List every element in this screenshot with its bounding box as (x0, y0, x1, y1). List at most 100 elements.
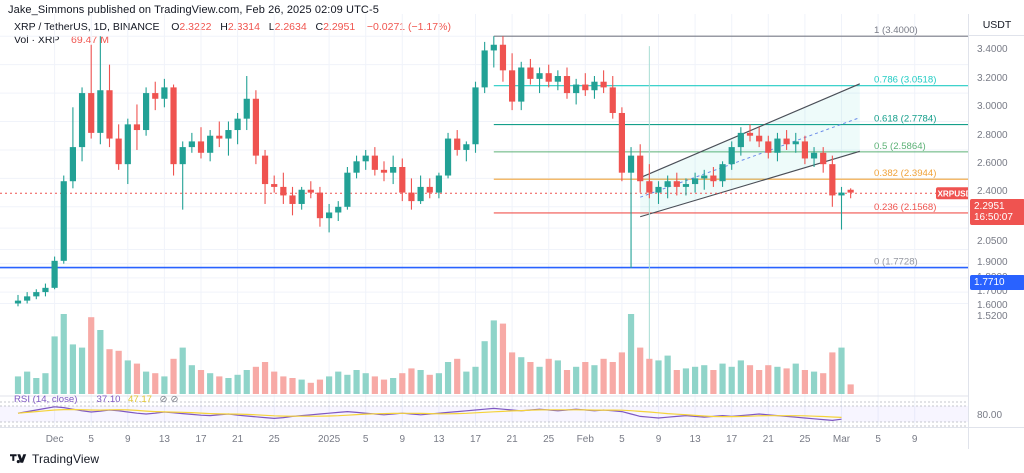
price-axis-tick: 2.0500 (977, 236, 1008, 248)
candle-body (344, 172, 351, 207)
volume-bar (133, 363, 141, 394)
volume-bar (499, 323, 507, 394)
volume-bar (563, 370, 571, 394)
volume-bar (509, 352, 516, 394)
volume-bar (783, 368, 790, 394)
fib-level-label: 0.786 (3.0518) (874, 75, 936, 86)
axis-corner-divider (968, 427, 969, 449)
candle-body (838, 192, 845, 196)
rsi-settings-icon[interactable]: ⊘ (160, 394, 168, 405)
price-axis-unit: USDT (969, 14, 1024, 36)
candle-body (179, 147, 186, 165)
volume-bar (33, 378, 40, 394)
volume-bar (289, 378, 296, 394)
volume-bar (435, 373, 442, 394)
candle-body (719, 164, 726, 182)
volume-bar (646, 358, 653, 394)
volume-bar (271, 371, 278, 394)
legend-symbol[interactable]: XRP / TetherUS, 1D, BINANCE (14, 21, 160, 33)
candle-body (133, 124, 141, 131)
volume-bar (454, 358, 461, 394)
date-axis-tick: 17 (195, 434, 207, 445)
candle-body (472, 87, 479, 145)
candle-body (463, 144, 470, 150)
candle-body (692, 178, 699, 185)
legend-high-value: 2.3314 (227, 21, 260, 33)
price-axis-tick: 1.9000 (977, 257, 1008, 269)
date-axis[interactable]: Dec 5 9 13 17 21 25 2025 5 9 13 17 21 25 Feb 5 9 13 17 21 25… (0, 427, 1024, 449)
candle-body (609, 87, 616, 113)
date-axis-tick: 17 (469, 434, 482, 445)
legend-low-key: L (268, 21, 275, 33)
symbol-price-tag: XRPUSDT (936, 187, 978, 200)
volume-bar (847, 384, 854, 394)
date-axis-tick: Dec (45, 434, 64, 445)
date-axis-tick: 9 (655, 434, 662, 445)
symbol-price-tag-label: XRPUSDT (937, 189, 976, 198)
candle-body (207, 135, 214, 153)
current-price-tag-time: 16:50:07 (974, 212, 1013, 224)
rsi-legend[interactable]: RSI (14, close) 37.10 47.17 ⊘ ⊘ (14, 394, 179, 405)
chart-legend: XRP / TetherUS, 1D, BINANCE O2.3222 H2.3… (14, 21, 451, 47)
candle-body (371, 155, 378, 170)
date-axis-tick: 13 (689, 434, 701, 445)
legend-close-value: 2.2951 (323, 21, 356, 33)
candle-body (380, 169, 388, 173)
legend-ohlc-row[interactable]: XRP / TetherUS, 1D, BINANCE O2.3222 H2.3… (14, 21, 451, 34)
candle-body (573, 84, 580, 94)
fib-level-label: 0 (1.7728) (874, 257, 918, 268)
volume-bar (618, 352, 625, 394)
volume-bar (600, 358, 607, 394)
chart-canvas[interactable]: 1 (3.4000) 0.786 (3.0518) 0.618 (2.7784) 0.… (0, 14, 978, 427)
volume-bar (69, 344, 76, 394)
volume-bar (838, 347, 845, 394)
volume-bar (765, 365, 772, 394)
legend-low-value: 2.2634 (274, 21, 307, 33)
volume-bar (170, 358, 177, 394)
candle-body (335, 206, 342, 213)
candle-body (582, 84, 589, 91)
legend-volume-row[interactable]: Vol · XRP 69.47 M (14, 34, 451, 47)
volume-bar (353, 370, 360, 394)
volume-bar (225, 378, 232, 394)
volume-bar (829, 352, 836, 394)
price-axis-tick: 3.0000 (977, 101, 1008, 113)
volume-bar (774, 366, 781, 394)
volume-bar (627, 314, 635, 394)
fib-zero-price-tag[interactable]: 1.7710 (970, 274, 1024, 290)
volume-bar (820, 373, 827, 394)
volume-bar (591, 365, 598, 394)
rsi-hide-icon[interactable]: ⊘ (171, 394, 179, 405)
candle-body (737, 132, 744, 148)
legend-volume-label: Vol · XRP (14, 34, 60, 46)
rsi-legend-value: 37.10 (97, 394, 121, 405)
volume-bar (234, 374, 241, 394)
candle-body (252, 98, 259, 156)
date-axis-tick: Mar (832, 434, 851, 445)
legend-open-value: 2.3222 (179, 21, 212, 33)
volume-bar (737, 360, 744, 394)
volume-bar (801, 370, 808, 394)
volume-bar (335, 371, 342, 394)
symbol-price-tag-bg (936, 187, 978, 200)
candle-body (454, 138, 461, 150)
candle-body (545, 73, 552, 82)
rsi-axis-tick: 80.00 (977, 410, 1003, 421)
candle-body (170, 87, 177, 165)
volume-bar (60, 314, 67, 394)
legend-high-key: H (220, 21, 228, 33)
chart-plot-area[interactable]: 1 (3.4000) 0.786 (3.0518) 0.618 (2.7784) 0.… (0, 14, 978, 427)
volume-bar (417, 370, 424, 394)
price-axis[interactable]: USDT 3.4000 3.2000 3.0000 2.8000 2.6000 2.400… (968, 14, 1024, 437)
candle-body (655, 186, 662, 193)
current-price-tag[interactable]: 2.2951 16:50:07 (970, 199, 1024, 226)
volume-bar (316, 379, 324, 394)
date-axis-tick: 17 (726, 434, 738, 445)
volume-bar (115, 350, 122, 394)
fib-level-label: 0.382 (2.3944) (874, 168, 936, 179)
candle-body (326, 212, 333, 219)
volume-bar (380, 379, 388, 394)
candle-body (637, 155, 644, 182)
volume-bar (106, 349, 113, 394)
date-axis-tick: 9 (911, 434, 918, 445)
